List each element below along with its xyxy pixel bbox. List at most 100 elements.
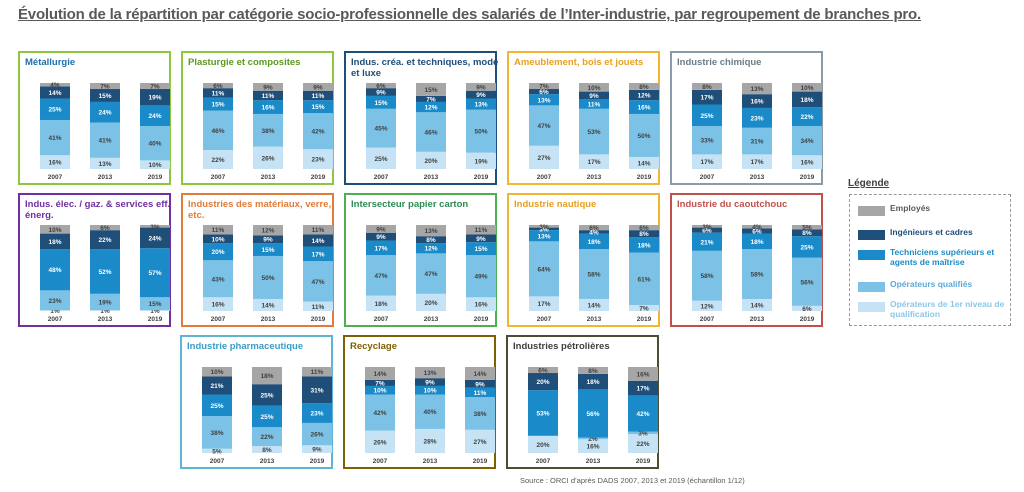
data-label: 26% — [310, 432, 323, 439]
data-label: 23% — [750, 115, 763, 122]
data-label: 8% — [702, 84, 712, 91]
data-label: 20% — [536, 379, 549, 386]
bar-segment — [366, 83, 396, 89]
data-label: 17% — [311, 251, 324, 258]
stacked-bar-chart: 16% 41% 25% 14%4% 2007 13% 41% 24% 15% 7% 2013 10% 4… — [40, 82, 170, 181]
bar-segment — [629, 237, 659, 253]
bar-segment — [416, 83, 446, 96]
bar-segment — [792, 155, 822, 169]
data-label: 40% — [423, 409, 436, 416]
data-label: 14% — [373, 371, 386, 378]
data-label: 18% — [587, 239, 600, 246]
bar-segment — [140, 297, 170, 311]
bar-segment — [202, 394, 232, 417]
chart-panel: Intersecteur papier carton 18% 47% 17% 9% 9% 2… — [344, 193, 497, 327]
bar-segment — [366, 295, 396, 311]
data-label: 28% — [423, 438, 436, 445]
x-tick-label: 2013 — [750, 316, 765, 323]
bar-segment — [303, 261, 333, 302]
bar-segment — [629, 252, 659, 305]
data-label: 11% — [475, 227, 488, 234]
x-tick-label: 2013 — [98, 316, 113, 323]
data-label: 31% — [750, 139, 763, 146]
data-label: 47% — [311, 279, 324, 286]
data-label: 19% — [98, 299, 111, 306]
x-tick-label: 2007 — [373, 458, 388, 465]
data-label: 14% — [261, 302, 274, 309]
bar-segment — [466, 109, 496, 153]
bar-segment — [366, 88, 396, 96]
data-label: 25% — [800, 244, 813, 251]
data-label: 11% — [212, 227, 225, 234]
data-label: 7% — [639, 305, 649, 312]
data-label: 6% — [639, 225, 649, 232]
data-label: 2% — [588, 436, 598, 443]
legend-swatch — [858, 206, 885, 216]
data-label: 7% — [150, 84, 160, 91]
bar-segment — [140, 160, 170, 169]
data-label: 17% — [700, 159, 713, 166]
x-tick-label: 2013 — [587, 316, 602, 323]
chart-panel: Industries pétrolières 20% 53% 20% 6% 2007 16%… — [506, 335, 659, 469]
legend-label: Opérateurs qualifiés — [890, 279, 973, 289]
bar-segment — [416, 101, 446, 113]
bar-segment — [366, 255, 396, 296]
bar-segment — [579, 233, 609, 250]
data-label: 64% — [537, 266, 550, 273]
data-label: 20% — [211, 249, 224, 256]
data-label: 46% — [211, 128, 224, 135]
data-label: 25% — [48, 107, 61, 114]
bar-segment — [465, 367, 495, 380]
x-tick-label: 2007 — [211, 174, 226, 181]
bar-segment — [578, 373, 608, 390]
stacked-bar-chart: 1%23%48%18%10%20071%19%52%22%6%20131%15%… — [40, 224, 170, 323]
data-label: 27% — [473, 439, 486, 446]
bar-segment — [253, 100, 283, 114]
data-label: 16% — [211, 302, 224, 309]
data-label: 9% — [589, 93, 599, 100]
chart-panel: Industrie chimique 17% 33% 25% 17% 8% 2007 17% 3… — [670, 51, 823, 185]
data-label: 12% — [261, 228, 274, 235]
bar-segment — [303, 83, 333, 91]
bar-segment — [692, 83, 722, 90]
bar-segment — [579, 225, 609, 231]
data-label: 42% — [373, 410, 386, 417]
bar-segment — [140, 310, 170, 311]
bar-segment — [303, 90, 333, 101]
data-label: 24% — [98, 110, 111, 117]
bar-segment — [415, 385, 445, 395]
data-label: 9% — [476, 236, 486, 243]
data-label: 25% — [260, 414, 273, 421]
x-tick-label: 2007 — [48, 316, 63, 323]
bar-segment — [529, 83, 559, 90]
bar-segment — [792, 229, 822, 237]
bar-segment — [579, 249, 609, 299]
data-label: 16% — [261, 105, 274, 112]
legend-swatch — [858, 302, 885, 312]
bar-segment — [792, 257, 822, 306]
x-tick-label: 2013 — [587, 174, 602, 181]
data-label: 41% — [98, 138, 111, 145]
data-label: 15% — [374, 100, 387, 107]
bar-segment — [629, 156, 659, 169]
x-tick-label: 2019 — [637, 316, 652, 323]
bar-segment — [40, 233, 70, 250]
x-tick-label: 2019 — [474, 316, 489, 323]
bar-segment — [203, 150, 233, 169]
x-tick-label: 2013 — [424, 174, 439, 181]
data-label: 56% — [800, 279, 813, 286]
data-label: 9% — [425, 380, 435, 387]
bar-segment — [578, 367, 608, 374]
data-label: 14% — [637, 160, 650, 167]
bar-segment — [253, 90, 283, 101]
legend-item-techniciens: Techniciens supérieurs et agents de maît… — [858, 247, 1008, 271]
data-label: 10% — [423, 388, 436, 395]
x-tick-label: 2007 — [48, 174, 63, 181]
bar-segment — [203, 260, 233, 298]
bar-segment — [529, 225, 559, 228]
data-label: 17% — [537, 301, 550, 308]
data-label: 40% — [148, 141, 161, 148]
panel-title: Industries des matériaux, verre, etc. — [188, 199, 332, 221]
data-label: 11% — [588, 102, 601, 109]
data-label: 25% — [260, 392, 273, 399]
